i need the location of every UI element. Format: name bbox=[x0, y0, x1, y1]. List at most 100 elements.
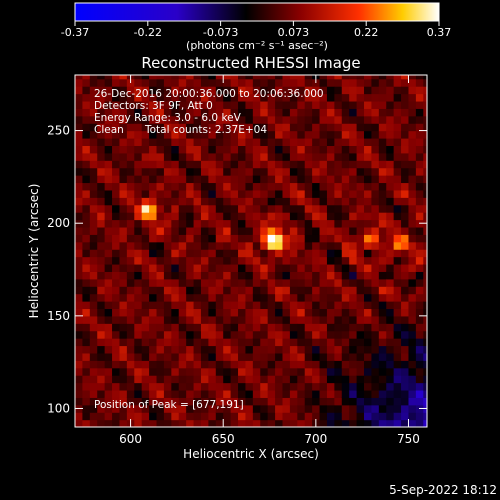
heatmap-cell bbox=[215, 175, 224, 184]
heatmap-cell bbox=[282, 419, 291, 427]
heatmap-cell bbox=[141, 219, 150, 228]
heatmap-cell bbox=[408, 330, 417, 339]
heatmap-cell bbox=[215, 182, 224, 191]
heatmap-cell bbox=[215, 301, 224, 310]
heatmap-cell bbox=[386, 219, 395, 228]
heatmap-cell bbox=[341, 389, 350, 398]
heatmap-cell bbox=[156, 375, 165, 384]
heatmap-cell bbox=[178, 182, 187, 191]
heatmap-cell bbox=[260, 219, 269, 228]
heatmap-cell bbox=[304, 419, 313, 427]
heatmap-cell bbox=[386, 293, 395, 302]
heatmap-cell bbox=[82, 382, 91, 391]
heatmap-cell bbox=[178, 367, 187, 376]
heatmap-cell bbox=[149, 404, 158, 413]
heatmap-cell bbox=[186, 389, 195, 398]
heatmap-cell bbox=[297, 323, 306, 332]
heatmap-cell bbox=[341, 219, 350, 228]
heatmap-cell bbox=[326, 397, 335, 406]
heatmap-cell bbox=[75, 175, 84, 184]
heatmap-cell bbox=[215, 241, 224, 250]
heatmap-cell bbox=[260, 419, 269, 427]
heatmap-cell bbox=[141, 397, 150, 406]
heatmap-cell bbox=[163, 301, 172, 310]
heatmap-cell bbox=[304, 152, 313, 161]
heatmap-cell bbox=[378, 115, 387, 124]
heatmap-cell bbox=[415, 78, 424, 87]
heatmap-cell bbox=[423, 152, 427, 161]
heatmap-cell bbox=[282, 249, 291, 258]
heatmap-cell bbox=[223, 212, 232, 221]
heatmap-cell bbox=[75, 86, 84, 95]
heatmap-cell bbox=[82, 75, 91, 80]
heatmap-cell bbox=[178, 397, 187, 406]
heatmap-cell bbox=[260, 389, 269, 398]
heatmap-cell bbox=[319, 75, 328, 80]
heatmap-cell bbox=[326, 137, 335, 146]
heatmap-cell bbox=[275, 293, 284, 302]
heatmap-cell bbox=[423, 330, 427, 339]
heatmap-cell bbox=[104, 256, 113, 265]
heatmap-cell bbox=[134, 315, 143, 324]
heatmap-cell bbox=[245, 108, 254, 117]
heatmap-cell bbox=[378, 352, 387, 361]
heatmap-cell bbox=[141, 204, 150, 213]
heatmap-cell bbox=[334, 382, 343, 391]
heatmap-cell bbox=[356, 278, 365, 287]
heatmap-cell bbox=[297, 93, 306, 102]
heatmap-cell bbox=[230, 338, 239, 347]
heatmap-cell bbox=[97, 93, 106, 102]
heatmap-cell bbox=[112, 263, 121, 272]
heatmap-cell bbox=[312, 100, 321, 109]
heatmap-cell bbox=[304, 226, 313, 235]
heatmap-cell bbox=[163, 145, 172, 154]
heatmap-cell bbox=[82, 404, 91, 413]
heatmap-cell bbox=[171, 182, 180, 191]
heatmap-cell bbox=[178, 278, 187, 287]
heatmap-cell bbox=[423, 271, 427, 280]
heatmap-cell bbox=[156, 219, 165, 228]
heatmap-cell bbox=[89, 249, 98, 258]
heatmap-cell bbox=[82, 204, 91, 213]
heatmap-cell bbox=[141, 352, 150, 361]
heatmap-cell bbox=[104, 145, 113, 154]
heatmap-cell bbox=[245, 256, 254, 265]
heatmap-cell bbox=[215, 308, 224, 317]
heatmap-cell bbox=[215, 389, 224, 398]
heatmap-cell bbox=[267, 323, 276, 332]
heatmap-cell bbox=[349, 412, 358, 421]
heatmap-cell bbox=[334, 93, 343, 102]
heatmap-cell bbox=[75, 167, 84, 176]
heatmap-cell bbox=[364, 360, 373, 369]
heatmap-cell bbox=[252, 167, 261, 176]
heatmap-cell bbox=[267, 404, 276, 413]
heatmap-cell bbox=[393, 338, 402, 347]
heatmap-cell bbox=[126, 352, 135, 361]
heatmap-cell bbox=[260, 241, 269, 250]
heatmap-cell bbox=[230, 182, 239, 191]
heatmap-cell bbox=[378, 256, 387, 265]
heatmap-cell bbox=[378, 330, 387, 339]
heatmap-cell bbox=[238, 315, 247, 324]
heatmap-cell bbox=[371, 360, 380, 369]
heatmap-cell bbox=[156, 226, 165, 235]
heatmap-cell bbox=[186, 234, 195, 243]
heatmap-cell bbox=[408, 86, 417, 95]
heatmap-cell bbox=[401, 301, 410, 310]
heatmap-cell bbox=[82, 241, 91, 250]
heatmap-cell bbox=[393, 204, 402, 213]
heatmap-cell bbox=[349, 108, 358, 117]
heatmap-cell bbox=[156, 389, 165, 398]
heatmap-cell bbox=[230, 271, 239, 280]
heatmap-cell bbox=[408, 256, 417, 265]
heatmap-cell bbox=[134, 86, 143, 95]
heatmap-cell bbox=[208, 256, 217, 265]
heatmap-cell bbox=[75, 160, 84, 169]
heatmap-cell bbox=[349, 145, 358, 154]
heatmap-cell bbox=[289, 271, 298, 280]
heatmap-cell bbox=[223, 175, 232, 184]
heatmap-cell bbox=[178, 263, 187, 272]
heatmap-cell bbox=[104, 419, 113, 427]
heatmap-cell bbox=[82, 212, 91, 221]
heatmap-cell bbox=[89, 256, 98, 265]
